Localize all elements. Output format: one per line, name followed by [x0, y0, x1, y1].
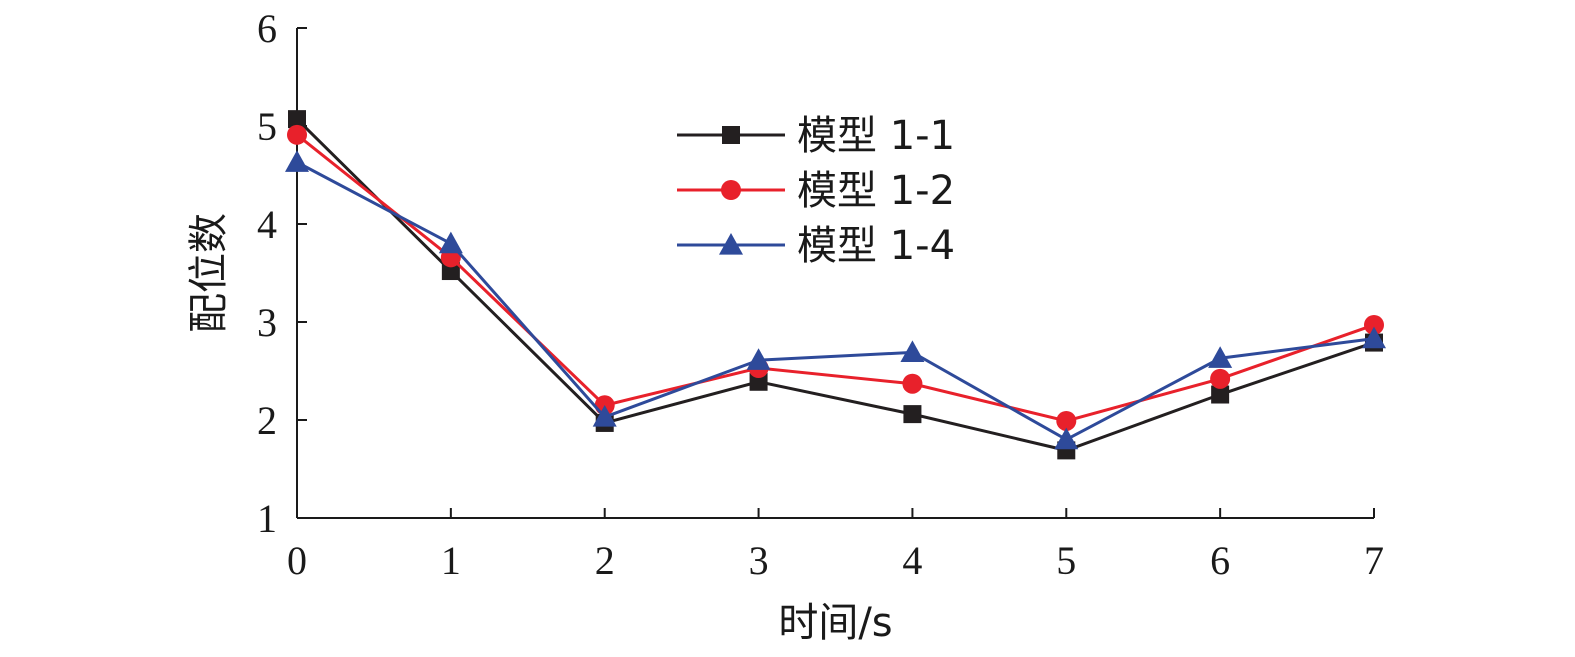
series-line [296, 133, 1375, 423]
x-tick-label: 7 [1364, 538, 1384, 583]
legend-label: 模型 1-2 [797, 168, 955, 214]
legend-label: 模型 1-1 [797, 113, 955, 159]
data-point [285, 150, 309, 172]
series-line [296, 160, 1375, 442]
y-tick-label: 5 [257, 104, 277, 149]
data-point [1208, 346, 1233, 368]
legend-marker [719, 233, 743, 255]
data-point [749, 372, 768, 391]
x-tick-label: 0 [287, 538, 307, 583]
data-point [902, 373, 923, 394]
legend-item: 模型 1-2 [677, 168, 955, 214]
data-point [287, 124, 307, 145]
axes [296, 27, 1375, 519]
legend-label: 模型 1-4 [797, 223, 955, 269]
series-line [295, 118, 1375, 452]
series-3 [285, 150, 1386, 450]
y-tick-label: 6 [257, 6, 277, 51]
y-tick-label: 1 [257, 496, 277, 541]
data-point [1054, 427, 1079, 450]
y-axis-title: 配位数 [186, 213, 232, 333]
x-tick-label: 6 [1210, 538, 1230, 583]
legend-item: 模型 1-4 [677, 223, 955, 269]
x-tick-label: 1 [441, 538, 461, 583]
data-point [903, 405, 922, 424]
x-tick-label: 2 [595, 538, 615, 583]
x-tick-label: 4 [902, 538, 922, 583]
data-point [1362, 326, 1386, 349]
series-1 [288, 110, 1383, 460]
y-tick-label: 2 [257, 398, 277, 443]
data-point [900, 340, 925, 362]
x-tick-label: 3 [749, 538, 769, 583]
y-tick-labels: 1 2 3 4 5 6 [257, 6, 277, 541]
x-tick-labels: 0 1 2 3 4 5 6 7 [287, 538, 1384, 583]
data-point [746, 348, 771, 370]
series-group [285, 110, 1386, 460]
data-point [1364, 314, 1384, 335]
x-tick-label: 5 [1056, 538, 1076, 583]
data-point [1210, 368, 1231, 389]
y-tick-label: 4 [257, 202, 277, 247]
legend-marker [722, 126, 740, 144]
x-axis-title: 时间/s [778, 600, 892, 646]
legend-marker [721, 180, 741, 200]
legend-item: 模型 1-1 [677, 113, 955, 159]
data-point [441, 262, 460, 281]
data-point [1211, 385, 1230, 404]
series-2 [287, 124, 1384, 431]
data-point [592, 405, 617, 427]
legend: 模型 1-1 模型 1-2 模型 1-4 [677, 113, 955, 269]
data-point [1056, 410, 1077, 431]
data-point [438, 231, 463, 254]
y-tick-label: 3 [257, 300, 277, 345]
data-point [288, 110, 306, 129]
